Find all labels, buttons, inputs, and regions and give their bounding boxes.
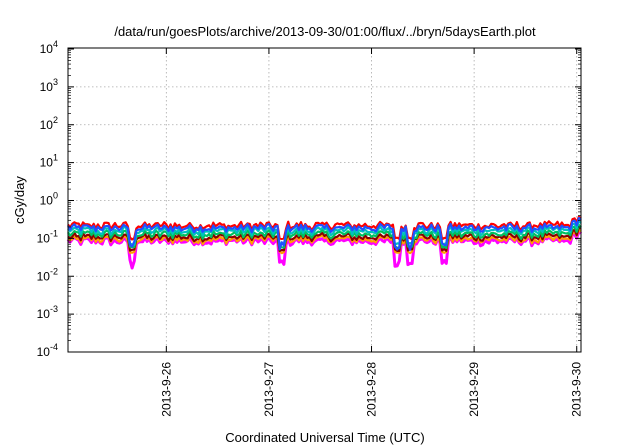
series-line (67, 223, 582, 250)
y-tick-label: 101 (40, 153, 58, 170)
series-line (67, 215, 582, 241)
grid-lines (68, 48, 581, 352)
y-tick-label: 104 (40, 39, 58, 56)
x-axis-ticks: 2013-9-26 2013-9-27 2013-9-28 2013-9-29 2013… (159, 48, 584, 417)
x-tick-label: 2013-9-30 (570, 362, 584, 417)
x-axis-label: Coordinated Universal Time (UTC) (225, 430, 424, 445)
x-tick-label: 2013-9-29 (467, 362, 481, 417)
series-line (67, 216, 582, 251)
x-tick-label: 2013-9-26 (159, 362, 173, 417)
y-tick-label: 103 (40, 77, 58, 94)
y-tick-label: 10-2 (37, 266, 58, 283)
x-tick-label: 2013-9-27 (262, 362, 276, 417)
chart-title: /data/run/goesPlots/archive/2013-09-30/0… (114, 24, 536, 39)
y-tick-label: 100 (40, 191, 58, 208)
series-line (66, 229, 583, 270)
series-line (67, 226, 582, 252)
series-lines (66, 215, 583, 270)
series-line (67, 220, 582, 246)
y-axis-ticks: 10-4 10-3 10-2 10-1 100 101 102 103 104 (37, 39, 581, 359)
plot-frame (67, 47, 582, 353)
y-axis-label: cGy/day (12, 176, 27, 224)
x-tick-label: 2013-9-28 (365, 362, 379, 417)
y-tick-label: 102 (40, 115, 58, 132)
y-tick-label: 10-3 (37, 304, 58, 321)
y-tick-label: 10-4 (37, 342, 58, 359)
y-tick-label: 10-1 (37, 228, 58, 245)
